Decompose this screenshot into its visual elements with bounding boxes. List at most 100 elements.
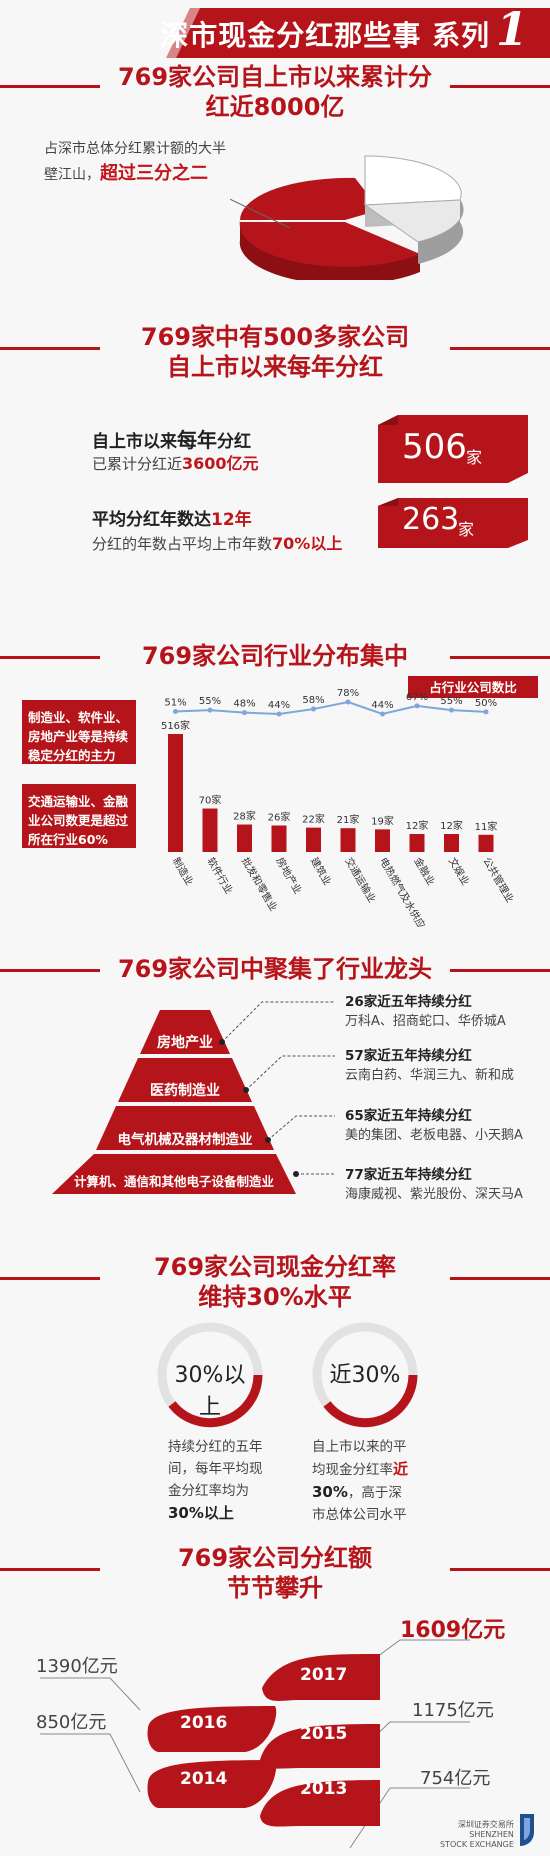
ring2-label: 近30%: [329, 1363, 401, 1388]
bar-软件行业: [202, 808, 218, 852]
ratio-label: 58%: [302, 695, 324, 706]
ratio-label: 48%: [233, 699, 255, 710]
leader-3-title: 65家近五年持续分红: [345, 1108, 472, 1124]
bar-建筑业: [306, 827, 321, 852]
pie-red-top: [239, 222, 420, 267]
ribbon-2013: [260, 1780, 380, 1827]
section2-title: 769家中有500多家公司 自上市以来每年分红: [100, 322, 450, 382]
ring2-desc-2b: 近: [393, 1460, 409, 1478]
header-banner: 深市现金分红那些事 系列 1: [0, 0, 550, 64]
bar-交通运输业: [340, 828, 356, 852]
ratio-label: 44%: [371, 700, 393, 711]
pyramid-label-2: 医药制造业: [150, 1083, 220, 1099]
pie-white-side2: [418, 200, 464, 264]
category-label: 软件行业: [204, 855, 235, 896]
bar-房地产业: [271, 825, 287, 852]
ring1-desc-1: 持续分红的五年: [168, 1439, 263, 1455]
year-2013: 2013: [300, 1779, 348, 1799]
stat2-line2: 分红的年数占平均上市年数70%以上: [92, 530, 342, 554]
ring2-desc-4: 市总体公司水平: [312, 1507, 407, 1523]
section6-title: 769家公司分红额 节节攀升: [100, 1543, 450, 1603]
ribbon-2014: [147, 1760, 277, 1808]
ring2-desc-2a: 均现金分红率: [312, 1462, 393, 1478]
amount-2015: 1175亿元: [412, 1700, 494, 1721]
bar-value-label: 26家: [268, 811, 291, 824]
stat1-unit: 家: [466, 448, 483, 467]
pyramid-connectors: [219, 1001, 335, 1177]
szse-logo-icon: [520, 1814, 534, 1846]
ratio-point: [311, 706, 316, 712]
stat1-number: 506: [402, 427, 467, 467]
amount-2014: 850亿元: [36, 1712, 107, 1733]
year-2017: 2017: [300, 1665, 348, 1685]
year-2015: 2015: [300, 1724, 348, 1744]
stat2-banner: [378, 498, 528, 548]
year-2014: 2014: [180, 1769, 228, 1789]
legend-label: 占行业公司数比: [429, 680, 517, 695]
section3-title: 769家公司行业分布集中: [100, 641, 450, 671]
section1-title: 769家公司自上市以来累计分 红近8000亿: [100, 62, 450, 122]
banner-shape: [166, 8, 550, 58]
category-label: 制造业: [170, 855, 196, 887]
leader-4-title: 77家近五年持续分红: [345, 1167, 472, 1183]
stat2-line2-a: 分红的年数占平均上市年数: [92, 535, 273, 553]
ring-30-above: [157, 1322, 263, 1428]
pie-leader-line: [230, 198, 291, 229]
industry-chart: 占行业公司数比 51% 55% 48% 44% 58% 78% 44% 67% 55% 50% 5…: [161, 676, 538, 927]
leader-1-title: 26家近五年持续分红: [345, 994, 472, 1010]
ratio-point: [173, 709, 178, 715]
ratio-label: 55%: [440, 696, 462, 707]
year-2016: 2016: [180, 1713, 228, 1733]
stat2-line1-a: 平均分红年数达: [92, 510, 211, 530]
stat1-line2: 已累计分红近3600亿元: [92, 450, 259, 474]
section2-title-line2: 自上市以来每年分红: [167, 353, 383, 381]
szse-logo-text: 深圳证券交易所 SHENZHEN STOCK EXCHANGE: [440, 1820, 514, 1850]
pyramid-label-3: 电气机械及器材制造业: [117, 1132, 253, 1148]
leader-3-firms: 美的集团、老板电器、小天鹅A: [345, 1128, 523, 1143]
ring1-label: 30%以上: [174, 1363, 246, 1420]
ring1-desc-3: 金分红率均为: [168, 1483, 249, 1499]
category-label: 金融业: [411, 855, 437, 887]
ribbon-2017: [262, 1654, 380, 1701]
ring2-desc-3a: 30%: [312, 1483, 348, 1501]
ratio-label: 55%: [199, 696, 221, 707]
pie-chart-3d: [230, 155, 464, 280]
ratio-point: [380, 711, 385, 717]
stat2-line1: 平均分红年数达12年: [92, 505, 252, 530]
ratio-point: [276, 711, 282, 717]
section5-title-line1: 769家公司现金分红率: [153, 1253, 397, 1281]
category-label: 交通运输业: [342, 855, 378, 905]
yearly-timeline: [40, 1639, 470, 1849]
section2-title-line1: 769家中有500多家公司: [140, 323, 410, 351]
logo-en1: SHENZHEN: [469, 1830, 514, 1839]
stat1-line1-b: 每年: [177, 428, 217, 452]
section6-title-line2: 节节攀升: [227, 1574, 323, 1602]
section6-title-line1: 769家公司分红额: [177, 1544, 373, 1572]
stat1-line1: 自上市以来每年分红: [92, 424, 251, 453]
bar-value-label: 28家: [233, 810, 256, 823]
leader-4-firms: 海康威视、紫光股份、深天马A: [345, 1187, 523, 1202]
bar-批发和零售业: [237, 824, 252, 852]
bar-金融业: [409, 834, 425, 852]
pyramid-tier-2: [118, 1058, 252, 1102]
amount-2013: 754亿元: [420, 1768, 491, 1789]
ring2-desc-3: 30%，高于深: [312, 1481, 408, 1504]
category-label: 批发和零售业: [239, 855, 280, 913]
category-label: 文娱业: [446, 855, 472, 887]
stat1-banner: [378, 415, 528, 483]
bar-制造业: [168, 734, 183, 852]
pyramid-label-1: 房地产业: [157, 1035, 213, 1051]
logo-cn: 深圳证券交易所: [457, 1820, 514, 1829]
pie-red-top-part: [240, 177, 380, 220]
bar-value-label: 70家: [199, 794, 222, 807]
ring2-desc: 自上市以来的平 均现金分红率近 30%，高于深 市总体公司水平: [312, 1436, 408, 1526]
pyramid-tier-3: [96, 1106, 274, 1150]
desc-highlight: 超过三分之二: [100, 163, 208, 184]
category-label: 房地产业: [273, 855, 304, 896]
stat1-line2-a: 已累计分红近: [92, 455, 183, 473]
ratio-line: [175, 700, 487, 716]
ring2-desc-2: 均现金分红率近: [312, 1458, 408, 1481]
legend-box: [408, 676, 538, 698]
desc-text: 壁江山，: [44, 167, 100, 183]
section5-title-line2: 维持30%水平: [198, 1283, 352, 1311]
